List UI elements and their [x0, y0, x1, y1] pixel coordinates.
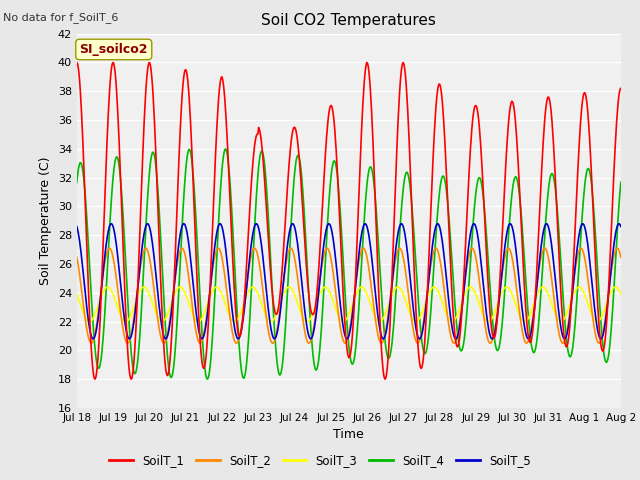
- Text: No data for f_SoilT_6: No data for f_SoilT_6: [3, 12, 118, 23]
- Text: SI_soilco2: SI_soilco2: [79, 43, 148, 56]
- Title: Soil CO2 Temperatures: Soil CO2 Temperatures: [261, 13, 436, 28]
- X-axis label: Time: Time: [333, 429, 364, 442]
- Y-axis label: Soil Temperature (C): Soil Temperature (C): [39, 156, 52, 285]
- Legend: SoilT_1, SoilT_2, SoilT_3, SoilT_4, SoilT_5: SoilT_1, SoilT_2, SoilT_3, SoilT_4, Soil…: [104, 449, 536, 472]
